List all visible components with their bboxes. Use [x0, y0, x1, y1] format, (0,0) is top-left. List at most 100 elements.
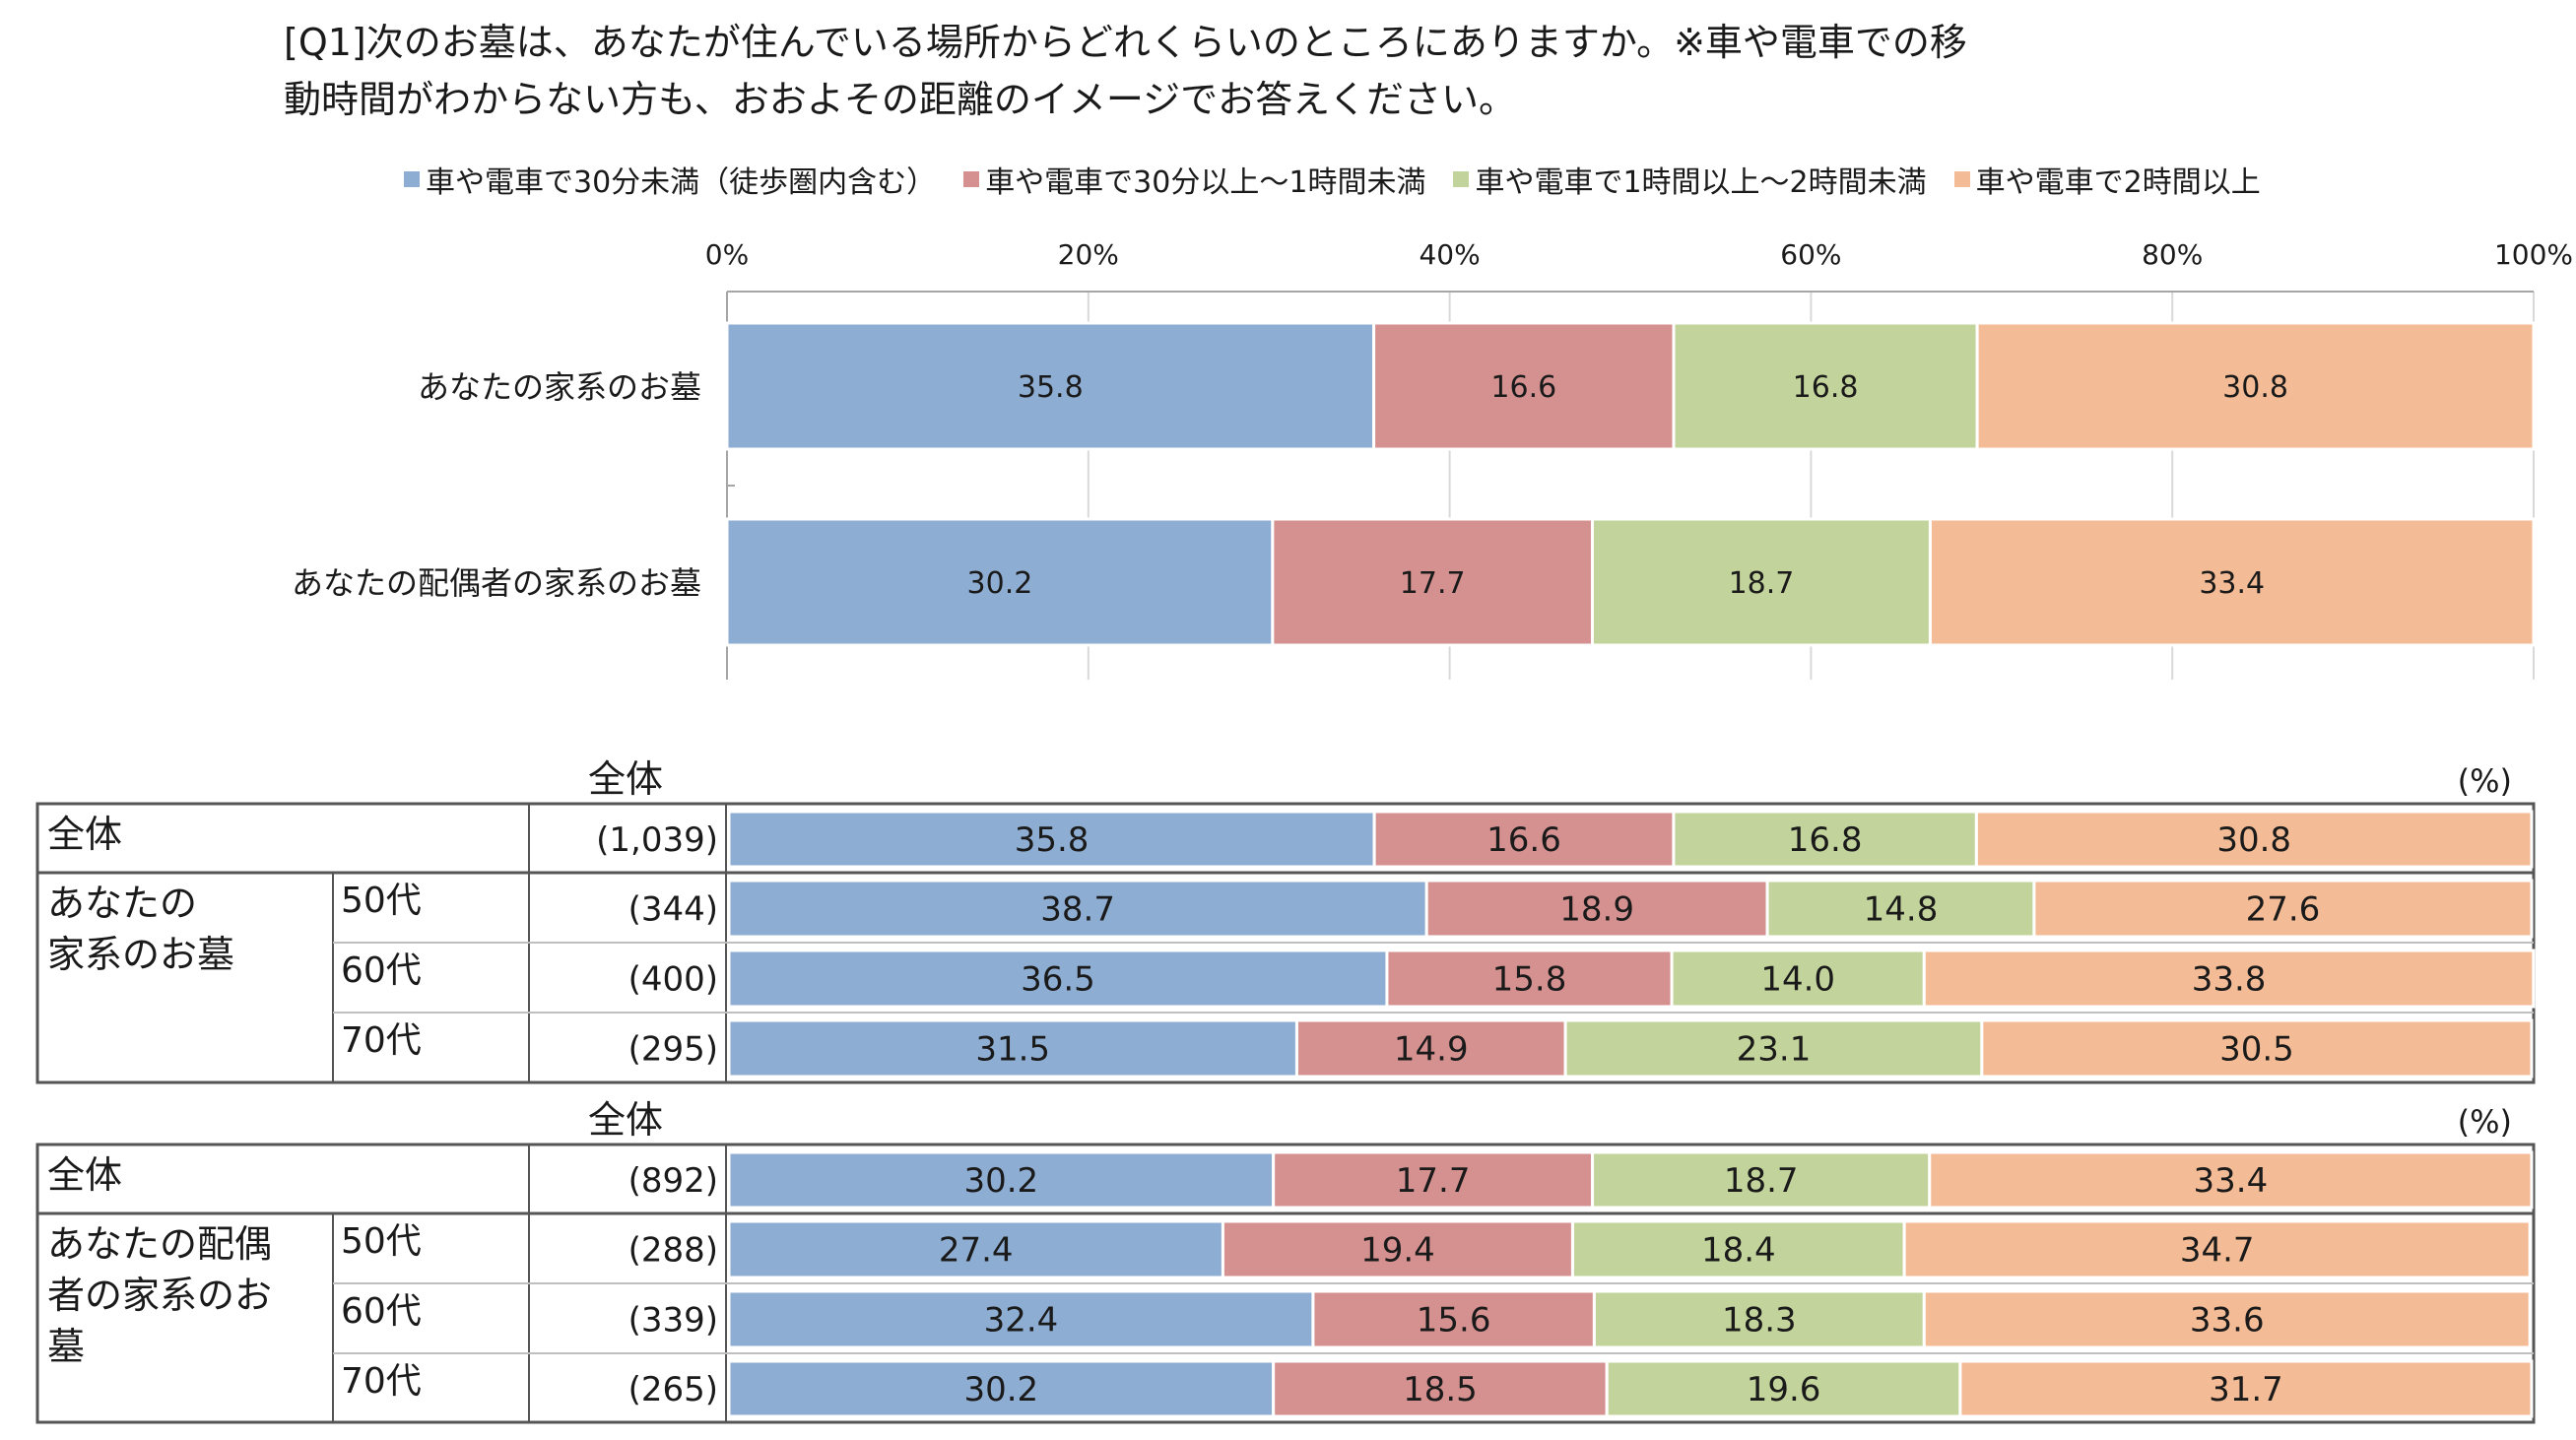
age-label: 50代 — [341, 1221, 422, 1262]
data-label: 33.4 — [2194, 1161, 2269, 1201]
bar-segment — [2032, 879, 2534, 939]
data-label: 17.7 — [1396, 1161, 1471, 1201]
bar-segment — [1672, 810, 1978, 869]
table-title: 全体 — [588, 757, 663, 801]
group-label: 墓 — [47, 1325, 85, 1368]
row-label: 全体 — [47, 813, 122, 856]
bar-segment — [727, 879, 1428, 939]
sample-size: (1,039) — [596, 820, 718, 860]
data-label: 14.8 — [1864, 890, 1939, 930]
data-label: 30.2 — [963, 1370, 1038, 1409]
bar-segment — [1928, 517, 2536, 647]
bar-segment — [727, 949, 1389, 1009]
age-label: 60代 — [341, 1291, 422, 1332]
data-label: 15.6 — [1417, 1301, 1491, 1341]
x-tick-label: 80% — [2142, 238, 2203, 271]
legend-swatch — [404, 171, 420, 187]
bar-segment — [1902, 1219, 2532, 1279]
bar-segment — [1765, 879, 2036, 939]
bar-segment — [727, 1150, 1276, 1210]
age-label: 70代 — [341, 1020, 422, 1061]
sample-size: (265) — [628, 1370, 718, 1409]
legend-label: 車や電車で30分未満（徒歩圏内含む） — [426, 165, 937, 200]
data-label: 33.4 — [2199, 566, 2265, 601]
question-text: [Q1]次のお墓は、あなたが住んでいる場所からどれくらいのところにありますか。※… — [284, 14, 2254, 128]
bar-segment — [1974, 810, 2534, 869]
data-label: 16.8 — [1793, 370, 1859, 405]
data-label: 19.6 — [1747, 1370, 1821, 1409]
category-label: あなたの配偶者の家系のお墓 — [292, 564, 701, 602]
data-label: 27.4 — [939, 1231, 1014, 1271]
data-label: 30.8 — [2216, 820, 2291, 860]
data-label: 14.0 — [1760, 960, 1835, 1000]
bar-segment — [1424, 879, 1769, 939]
data-label: 33.8 — [2192, 960, 2267, 1000]
group-label: 家系のお墓 — [47, 933, 234, 976]
data-label: 17.7 — [1400, 566, 1466, 601]
legend-label: 車や電車で30分以上～1時間未満 — [985, 165, 1426, 200]
data-label: 36.5 — [1021, 960, 1095, 1000]
bar-segment — [1563, 1018, 1984, 1079]
category-label: あなたの家系のお墓 — [418, 368, 701, 406]
x-tick-label: 60% — [1780, 238, 1841, 271]
bar-segment — [725, 321, 1376, 451]
question-line-2: 動時間がわからない方も、おおよその距離のイメージでお答えください。 — [284, 78, 1516, 121]
bar-segment — [1570, 1219, 1906, 1279]
data-label: 35.8 — [1018, 370, 1084, 405]
sample-size: (339) — [628, 1301, 718, 1341]
age-label: 50代 — [341, 881, 422, 921]
legend-label: 車や電車で2時間以上 — [1975, 165, 2261, 200]
data-label: 35.8 — [1015, 820, 1090, 860]
table-unit: (%) — [2458, 762, 2512, 800]
legend-label: 車や電車で1時間以上～2時間未満 — [1475, 165, 1927, 200]
legend-swatch — [1453, 171, 1470, 187]
age-label: 60代 — [341, 950, 422, 991]
bar-segment — [725, 517, 1275, 647]
bar-segment — [1311, 1289, 1596, 1349]
sample-size: (400) — [628, 960, 718, 1000]
data-label: 16.8 — [1788, 820, 1863, 860]
table-title: 全体 — [588, 1098, 663, 1142]
bar-segment — [1922, 1289, 2532, 1349]
bar-segment — [727, 1289, 1315, 1349]
bar-segment — [1271, 517, 1594, 647]
bar-segment — [1922, 949, 2536, 1009]
legend-swatch — [1953, 171, 1970, 187]
x-tick-label: 100% — [2494, 238, 2573, 271]
data-label: 15.8 — [1492, 960, 1567, 1000]
legend-swatch — [963, 171, 980, 187]
table-unit: (%) — [2458, 1103, 2512, 1141]
data-label: 23.1 — [1737, 1030, 1812, 1070]
question-line-1: [Q1]次のお墓は、あなたが住んでいる場所からどれくらいのところにありますか。※… — [284, 21, 1967, 64]
group-label: 者の家系のお — [47, 1274, 272, 1317]
data-label: 30.2 — [963, 1161, 1038, 1201]
data-label: 18.3 — [1722, 1301, 1797, 1341]
data-label: 19.4 — [1360, 1231, 1435, 1271]
legend-item-1h-2h: 車や電車で1時間以上～2時間未満 — [1453, 158, 1927, 201]
bar-segment — [1385, 949, 1674, 1009]
group-label: あなたの配偶 — [47, 1222, 272, 1266]
legend: 車や電車で30分未満（徒歩圏内含む） 車や電車で30分以上～1時間未満 車や電車… — [404, 158, 2288, 201]
bar-segment — [1592, 1289, 1926, 1349]
sample-size: (288) — [628, 1231, 718, 1271]
bar-segment — [1590, 517, 1932, 647]
data-label: 16.6 — [1490, 370, 1556, 405]
age-label: 70代 — [341, 1361, 422, 1402]
data-label: 31.5 — [975, 1030, 1050, 1070]
bar-segment — [1928, 1150, 2534, 1210]
sample-size: (344) — [628, 890, 718, 930]
bar-segment — [1294, 1018, 1567, 1079]
bar-segment — [1372, 321, 1676, 451]
bar-segment — [727, 1359, 1276, 1418]
bar-segment — [1980, 1018, 2534, 1079]
data-label: 18.9 — [1559, 890, 1634, 930]
data-label: 32.4 — [984, 1301, 1059, 1341]
x-tick-label: 20% — [1058, 238, 1119, 271]
sample-size: (892) — [628, 1161, 718, 1201]
data-label: 30.8 — [2222, 370, 2288, 405]
data-label: 30.5 — [2219, 1030, 2294, 1070]
bar-segment — [1272, 1150, 1595, 1210]
data-label: 18.7 — [1729, 566, 1795, 601]
bar-segment — [1975, 321, 2536, 451]
